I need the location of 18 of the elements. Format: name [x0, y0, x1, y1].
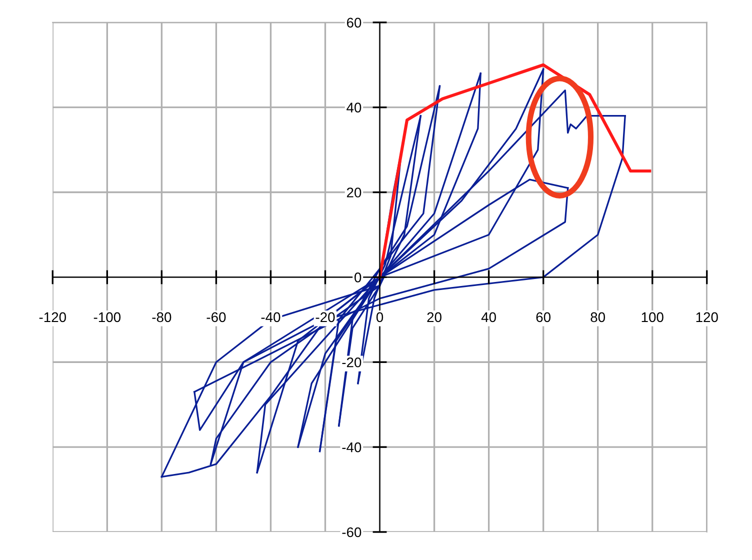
x-tick-label: 40: [481, 312, 496, 322]
x-tick-label: -120: [39, 312, 66, 322]
x-tick-label: 0: [376, 312, 384, 322]
x-tick-label: -100: [94, 312, 121, 322]
y-tick-label: -40: [342, 442, 362, 452]
x-tick-label: 60: [536, 312, 550, 322]
y-tick-label: -20: [342, 357, 362, 368]
x-tick-label: -60: [206, 312, 226, 322]
x-tick-label: -80: [152, 312, 172, 322]
x-tick-label: 20: [427, 312, 442, 322]
y-tick-label: 60: [346, 18, 362, 28]
y-tick-label: 0: [354, 272, 362, 282]
x-tick-label: 120: [696, 312, 718, 322]
y-tick-label: 20: [346, 188, 362, 198]
y-tick-label: 40: [346, 102, 362, 113]
x-tick-label: 80: [590, 312, 606, 322]
y-tick-label: -60: [342, 527, 362, 538]
x-tick-label: 100: [642, 312, 664, 322]
